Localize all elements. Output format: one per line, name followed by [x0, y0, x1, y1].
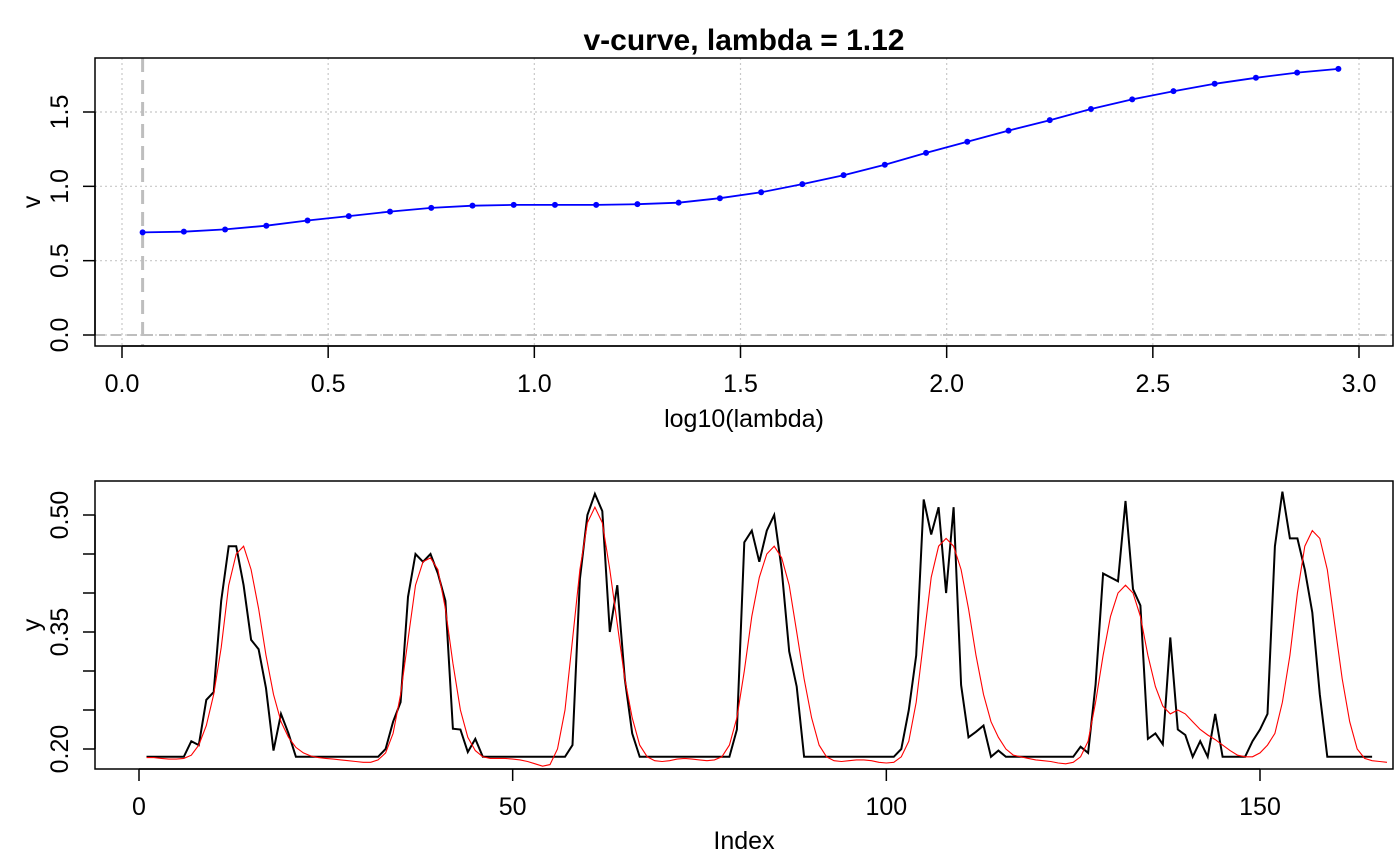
v-curve-x-tick-label: 2.5: [1135, 370, 1170, 398]
observed-data-line: [146, 491, 1373, 761]
v-curve-y-tick-label: 1.0: [46, 169, 74, 204]
fit-y-tick-label: 0.35: [46, 608, 74, 657]
v-curve-point: [1005, 127, 1012, 134]
v-curve-point: [675, 199, 682, 206]
v-curve-series: [139, 65, 1342, 236]
v-curve-point: [799, 181, 806, 188]
v-curve-point: [469, 202, 476, 209]
v-curve-point: [1211, 80, 1218, 87]
v-curve-line: [142, 68, 1339, 234]
v-curve-grid: [95, 58, 1393, 346]
v-curve-x-tick-label: 0.0: [105, 370, 140, 398]
v-curve-point: [139, 229, 146, 236]
v-curve-x-tick-label: 3.0: [1342, 370, 1377, 398]
v-curve-y-tick-label: 0.0: [46, 318, 74, 353]
v-curve-point: [304, 217, 311, 224]
v-curve-point: [222, 226, 229, 233]
v-curve-point: [345, 213, 352, 220]
smoothed-fit-line: [146, 505, 1388, 767]
fit-x-axis-label: Index: [713, 827, 775, 855]
v-curve-x-tick-label: 1.5: [723, 370, 758, 398]
v-curve-point: [263, 222, 270, 229]
fit-y-tick-label: 0.50: [46, 491, 74, 540]
fit-clipped-series: [146, 491, 1388, 767]
v-curve-point: [1087, 106, 1094, 113]
v-curve-point: [1252, 74, 1259, 81]
v-curve-plot-box: [94, 57, 1394, 347]
v-curve-y-axis-label: v: [18, 195, 46, 208]
v-curve-point: [964, 138, 971, 145]
v-curve-point: [840, 172, 847, 179]
v-curve-title: v-curve, lambda = 1.12: [583, 24, 904, 57]
fit-x-tick-label: 0: [132, 793, 146, 821]
v-curve-point: [551, 201, 558, 208]
v-curve-point: [593, 201, 600, 208]
fit-x-tick-label: 50: [499, 793, 527, 821]
v-curve-point: [387, 208, 394, 215]
v-curve-point: [1294, 69, 1301, 76]
v-curve-point: [180, 228, 187, 235]
v-curve-x-tick-label: 0.5: [311, 370, 346, 398]
v-curve-point: [1129, 96, 1136, 103]
v-curve-point: [1335, 65, 1342, 72]
v-curve-point: [716, 195, 723, 202]
v-curve-x-tick-label: 1.0: [517, 370, 552, 398]
fit-panel: 0 50 100 150 0.20 0.35 0.50 Index y: [18, 480, 1394, 855]
v-curve-y-tick-label: 0.5: [46, 243, 74, 278]
v-curve-point: [923, 149, 930, 156]
v-curve-x-tick-label: 2.0: [929, 370, 964, 398]
v-curve-point: [428, 204, 435, 211]
fit-x-tick-label: 100: [865, 793, 907, 821]
v-curve-point: [1170, 88, 1177, 95]
v-curve-point: [634, 201, 641, 208]
v-curve-y-tick-label: 1.5: [46, 95, 74, 130]
v-curve-reference-lines: [95, 58, 1393, 346]
fit-series: [146, 491, 1388, 767]
v-curve-point: [881, 161, 888, 168]
fit-y-axis-label: y: [18, 618, 46, 631]
fit-axes: 0 50 100 150 0.20 0.35 0.50: [46, 491, 1281, 821]
fit-x-tick-label: 150: [1239, 793, 1281, 821]
fit-y-tick-label: 0.20: [46, 725, 74, 774]
v-curve-panel: 0.0 0.5 1.0 1.5 2.0 2.5 3.0 0.0 0.5 1.0 1.5 v-curv…: [18, 24, 1394, 433]
v-curve-axes: 0.0 0.5 1.0 1.5 2.0 2.5 3.0 0.0 0.5 1.0 1.5: [46, 95, 1376, 398]
v-curve-point: [758, 189, 765, 196]
v-curve-point: [510, 201, 517, 208]
v-curve-x-axis-label: log10(lambda): [664, 405, 824, 433]
fit-plot-box: [94, 480, 1394, 770]
v-curve-point: [1046, 117, 1053, 124]
